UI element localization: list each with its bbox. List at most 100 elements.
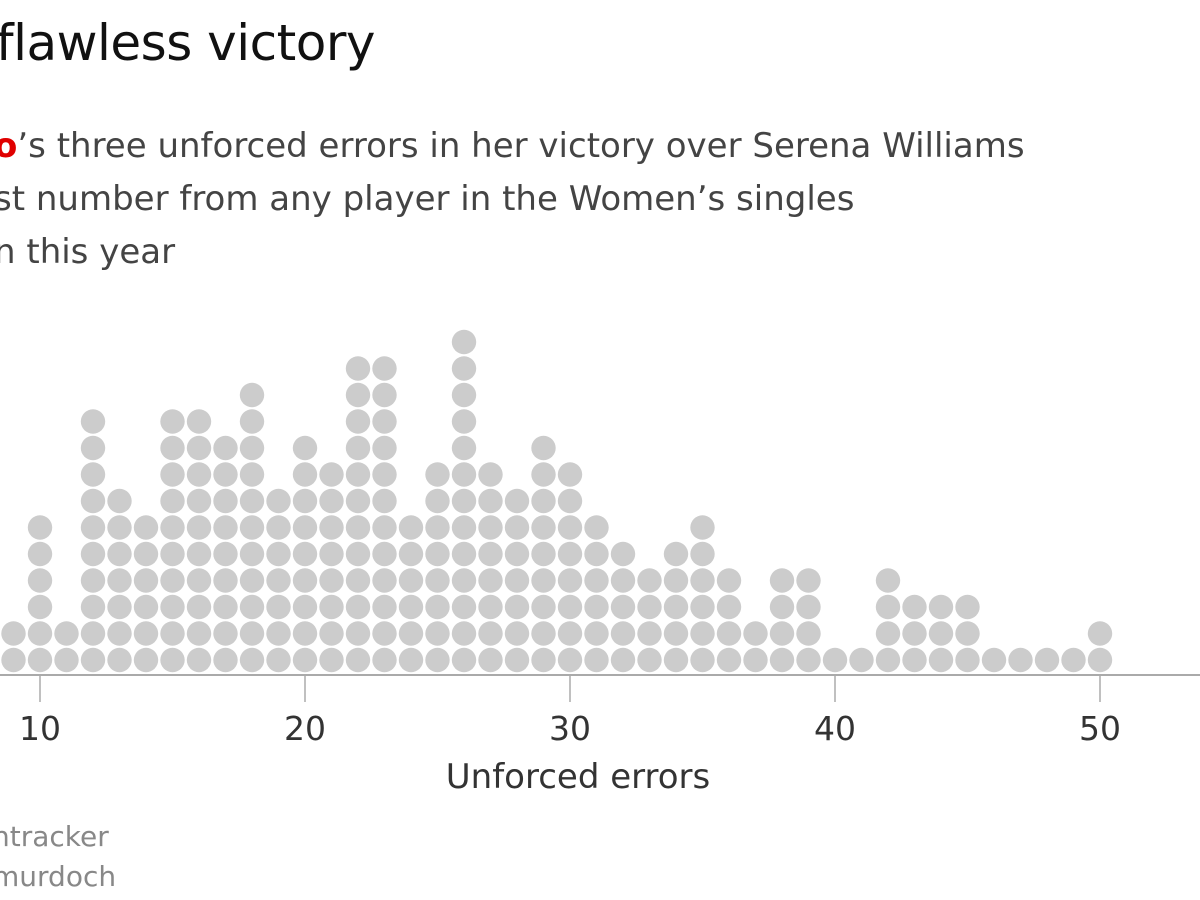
- dot-19-3: [266, 594, 291, 620]
- dot-19-7: [266, 488, 291, 514]
- dot-27-4: [478, 568, 503, 593]
- dot-12-4: [80, 568, 106, 593]
- dot-17-3: [213, 594, 238, 620]
- dot-23-10: [372, 409, 397, 434]
- dot-13-2: [107, 621, 132, 646]
- dot-10-1: [27, 647, 53, 673]
- dot-37-1: [743, 647, 768, 673]
- dot-31-1: [584, 647, 609, 673]
- dot-19-4: [266, 568, 291, 593]
- dot-18-11: [239, 382, 265, 408]
- dot-10-2: [27, 621, 53, 646]
- dot-33-3: [637, 594, 662, 620]
- dot-38-3: [769, 594, 795, 620]
- dot-18-10: [239, 409, 265, 434]
- dot-10-3: [27, 594, 53, 620]
- dot-22-9: [345, 435, 371, 461]
- dot-21-5: [319, 541, 344, 567]
- dot-24-5: [398, 541, 424, 567]
- dot-34-3: [663, 594, 689, 620]
- dot-21-2: [319, 621, 344, 646]
- dot-39-4: [796, 568, 821, 593]
- dot-16-9: [186, 435, 212, 461]
- dot-42-3: [875, 594, 901, 620]
- dot-11-1: [54, 647, 79, 673]
- dot-29-5: [531, 541, 556, 567]
- dot-16-8: [186, 462, 212, 487]
- dot-49-1: [1061, 647, 1086, 673]
- dot-36-2: [716, 621, 742, 646]
- dot-34-4: [663, 568, 689, 593]
- dot-14-2: [133, 621, 159, 646]
- dot-27-1: [478, 647, 503, 673]
- dot-16-6: [186, 515, 212, 540]
- dot-27-2: [478, 621, 503, 646]
- dot-17-2: [213, 621, 238, 646]
- dot-27-3: [478, 594, 503, 620]
- dot-44-1: [928, 647, 954, 673]
- dot-35-3: [690, 594, 715, 620]
- dot-21-8: [319, 462, 344, 487]
- dot-30-8: [557, 462, 583, 487]
- dot-22-12: [345, 356, 371, 381]
- dot-24-4: [398, 568, 424, 593]
- dot-25-7: [425, 488, 450, 514]
- dot-12-3: [80, 594, 106, 620]
- dot-26-13: [451, 329, 477, 355]
- dot-17-6: [213, 515, 238, 540]
- x-axis-title: Unforced errors: [446, 757, 710, 797]
- dot-26-10: [451, 409, 477, 434]
- dot-15-5: [160, 541, 185, 567]
- dot-18-3: [239, 594, 265, 620]
- dot-44-2: [928, 621, 954, 646]
- dot-12-10: [80, 409, 106, 434]
- source-line-2: murdoch: [0, 860, 117, 893]
- dot-42-1: [875, 647, 901, 673]
- dot-17-1: [213, 647, 238, 673]
- dot-22-6: [345, 515, 371, 540]
- dot-25-2: [425, 621, 450, 646]
- dot-31-3: [584, 594, 609, 620]
- dot-30-3: [557, 594, 583, 620]
- dot-30-4: [557, 568, 583, 593]
- dot-29-4: [531, 568, 556, 593]
- dot-25-6: [425, 515, 450, 540]
- dot-12-2: [80, 621, 106, 646]
- dot-22-3: [345, 594, 371, 620]
- dot-20-9: [292, 435, 318, 461]
- dot-21-4: [319, 568, 344, 593]
- dot-21-7: [319, 488, 344, 514]
- dot-30-1: [557, 647, 583, 673]
- dot-28-5: [504, 541, 530, 567]
- dot-15-8: [160, 462, 185, 487]
- dot-28-4: [504, 568, 530, 593]
- dot-42-4: [875, 568, 901, 593]
- dot-29-9: [531, 435, 556, 461]
- dot-14-4: [133, 568, 159, 593]
- dot-22-8: [345, 462, 371, 487]
- dot-18-6: [239, 515, 265, 540]
- dot-15-6: [160, 515, 185, 540]
- dot-9-1: [1, 647, 26, 673]
- dot-29-8: [531, 462, 556, 487]
- dot-17-4: [213, 568, 238, 593]
- dot-20-5: [292, 541, 318, 567]
- dot-35-5: [690, 541, 715, 567]
- dot-18-9: [239, 435, 265, 461]
- subtitle-line-1-text: ’s three unforced errors in her victory …: [17, 126, 1025, 166]
- subtitle-highlight: o: [0, 126, 18, 166]
- dot-29-7: [531, 488, 556, 514]
- dot-16-1: [186, 647, 212, 673]
- dot-12-6: [80, 515, 106, 540]
- dot-10-5: [27, 541, 53, 567]
- dot-26-2: [451, 621, 477, 646]
- dot-15-2: [160, 621, 185, 646]
- dot-18-8: [239, 462, 265, 487]
- dot-39-1: [796, 647, 821, 673]
- dot-13-1: [107, 647, 132, 673]
- dot-27-5: [478, 541, 503, 567]
- dot-23-2: [372, 621, 397, 646]
- dot-27-7: [478, 488, 503, 514]
- dot-14-5: [133, 541, 159, 567]
- dot-16-4: [186, 568, 212, 593]
